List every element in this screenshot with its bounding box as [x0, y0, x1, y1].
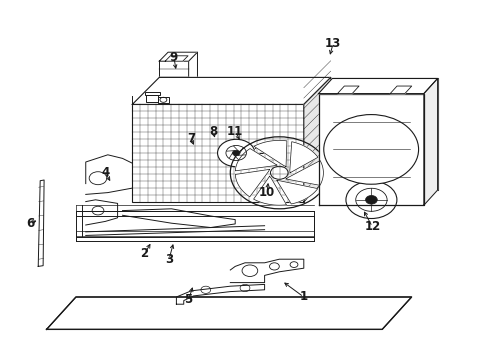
Polygon shape [424, 78, 438, 205]
Circle shape [366, 195, 377, 204]
Polygon shape [47, 297, 412, 329]
Circle shape [232, 150, 240, 156]
Text: 12: 12 [364, 220, 381, 233]
Polygon shape [332, 78, 438, 190]
Polygon shape [38, 180, 44, 266]
Polygon shape [165, 56, 188, 61]
Text: 10: 10 [259, 186, 275, 199]
Text: 2: 2 [141, 247, 148, 260]
Bar [158, 96, 169, 103]
Polygon shape [318, 78, 438, 94]
Text: 11: 11 [227, 125, 244, 138]
Polygon shape [132, 77, 331, 104]
Text: 13: 13 [325, 37, 342, 50]
Text: 8: 8 [209, 125, 217, 138]
Text: 6: 6 [26, 217, 34, 230]
Text: 5: 5 [185, 293, 193, 306]
Polygon shape [254, 176, 287, 205]
Polygon shape [254, 140, 287, 167]
Circle shape [218, 139, 255, 167]
Polygon shape [159, 52, 197, 61]
Polygon shape [235, 169, 270, 197]
Text: 9: 9 [170, 51, 178, 64]
Bar [145, 91, 160, 94]
Polygon shape [235, 149, 277, 171]
Text: 1: 1 [300, 291, 308, 303]
Polygon shape [318, 94, 424, 205]
Polygon shape [189, 52, 197, 101]
Text: 4: 4 [101, 166, 109, 179]
Bar [132, 104, 304, 202]
Polygon shape [159, 61, 189, 101]
Circle shape [324, 114, 418, 184]
Polygon shape [390, 86, 412, 94]
Polygon shape [277, 180, 318, 204]
Circle shape [346, 181, 397, 219]
Text: 3: 3 [165, 253, 173, 266]
Text: 7: 7 [187, 132, 195, 145]
Polygon shape [290, 142, 318, 173]
Polygon shape [286, 161, 323, 185]
Polygon shape [338, 86, 359, 94]
Bar [146, 95, 158, 102]
Polygon shape [304, 77, 331, 202]
